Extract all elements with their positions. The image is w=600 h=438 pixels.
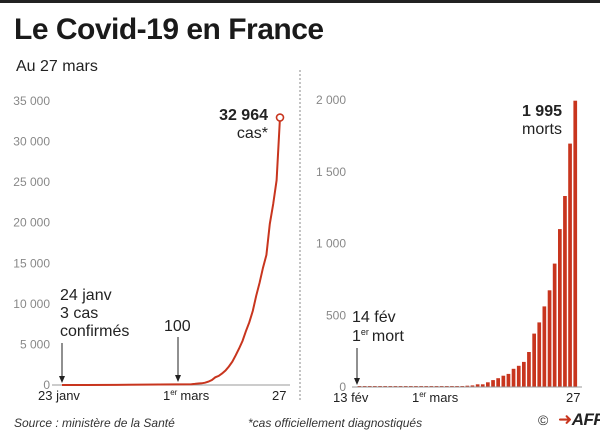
deaths-bar (558, 229, 562, 387)
cases-xtick-left: 23 janv (38, 388, 80, 403)
deaths-bar (516, 365, 521, 387)
cases-chart: 35 000 30 000 25 000 20 000 15 000 10 000 5 00… (13, 94, 290, 403)
cases-ytick-label: 35 000 (13, 94, 50, 108)
deaths-bar (511, 368, 516, 387)
cases-end-marker (275, 113, 285, 122)
deaths-bar (537, 322, 542, 387)
deaths-end-value: 1 995 (522, 103, 562, 120)
deaths-ytick-label: 1 000 (316, 237, 346, 251)
deaths-chart: 2 000 1 500 1 000 500 0 13 fév 1er mars 27 1 … (316, 93, 582, 405)
deaths-bar (573, 100, 578, 387)
cases-end-label: cas* (237, 125, 268, 142)
deaths-bar (527, 352, 531, 387)
cases-first-arrowhead (59, 376, 65, 383)
deaths-bar (563, 196, 567, 387)
page-title: Le Covid-19 en France (14, 13, 324, 46)
cases-series-line (62, 117, 281, 386)
deaths-bar (506, 373, 511, 387)
cases-mid-value: 100 (164, 318, 191, 335)
footnote: *cas officiellement diagnostiqués (248, 416, 423, 430)
deaths-ytick-label: 1 500 (316, 165, 346, 179)
deaths-bar (552, 263, 557, 387)
deaths-y-axis: 2 000 1 500 1 000 500 0 (316, 93, 346, 394)
afp-logo: ➜AFP (558, 410, 600, 429)
cases-ytick-label: 0 (43, 378, 50, 392)
cases-ytick-label: 25 000 (13, 175, 50, 189)
cases-end-value: 32 964 (219, 107, 268, 124)
cases-y-axis: 35 000 30 000 25 000 20 000 15 000 10 000 5 00… (13, 94, 50, 392)
deaths-bar (475, 384, 480, 387)
deaths-first-date: 14 fév (352, 309, 396, 326)
cases-xtick-right: 27 (272, 388, 286, 403)
deaths-first-label: 1er mort (352, 327, 404, 345)
deaths-bar (568, 143, 572, 387)
cases-ytick-label: 30 000 (13, 135, 50, 149)
deaths-bar (501, 375, 506, 387)
cases-ytick-label: 15 000 (13, 256, 50, 270)
cases-first-line1: 3 cas (60, 305, 98, 322)
deaths-bar (486, 382, 490, 387)
deaths-bar (465, 385, 470, 387)
deaths-ytick-label: 2 000 (316, 93, 346, 107)
deaths-bar (496, 378, 500, 387)
cases-ytick-label: 5 000 (20, 337, 50, 351)
deaths-bar (522, 361, 526, 387)
deaths-bar (480, 384, 485, 387)
cases-mid-arrowhead (175, 375, 181, 382)
copyright-symbol: © (538, 412, 549, 428)
afp-arrow-icon: ➜ (558, 410, 572, 429)
deaths-xtick-right: 27 (566, 390, 580, 405)
cases-xtick-mid: 1er mars (163, 388, 210, 403)
deaths-ytick-label: 500 (326, 308, 346, 322)
cases-first-date: 24 janv (60, 287, 112, 304)
cases-ytick-label: 10 000 (13, 297, 50, 311)
source-note: Source : ministère de la Santé (14, 416, 175, 430)
deaths-bar (542, 306, 547, 387)
cases-first-line2: confirmés (60, 323, 129, 340)
deaths-first-arrowhead (354, 378, 360, 385)
top-rule (0, 0, 600, 3)
deaths-ytick-label: 0 (339, 380, 346, 394)
deaths-bar (491, 380, 495, 387)
deaths-bar (547, 290, 552, 387)
deaths-bar (532, 333, 536, 387)
deaths-xtick-mid: 1er mars (412, 390, 459, 405)
deaths-end-label: morts (522, 121, 562, 138)
page-subtitle: Au 27 mars (16, 58, 98, 75)
deaths-xtick-left: 13 fév (333, 390, 369, 405)
cases-ytick-label: 20 000 (13, 216, 50, 230)
deaths-bar (470, 385, 475, 387)
